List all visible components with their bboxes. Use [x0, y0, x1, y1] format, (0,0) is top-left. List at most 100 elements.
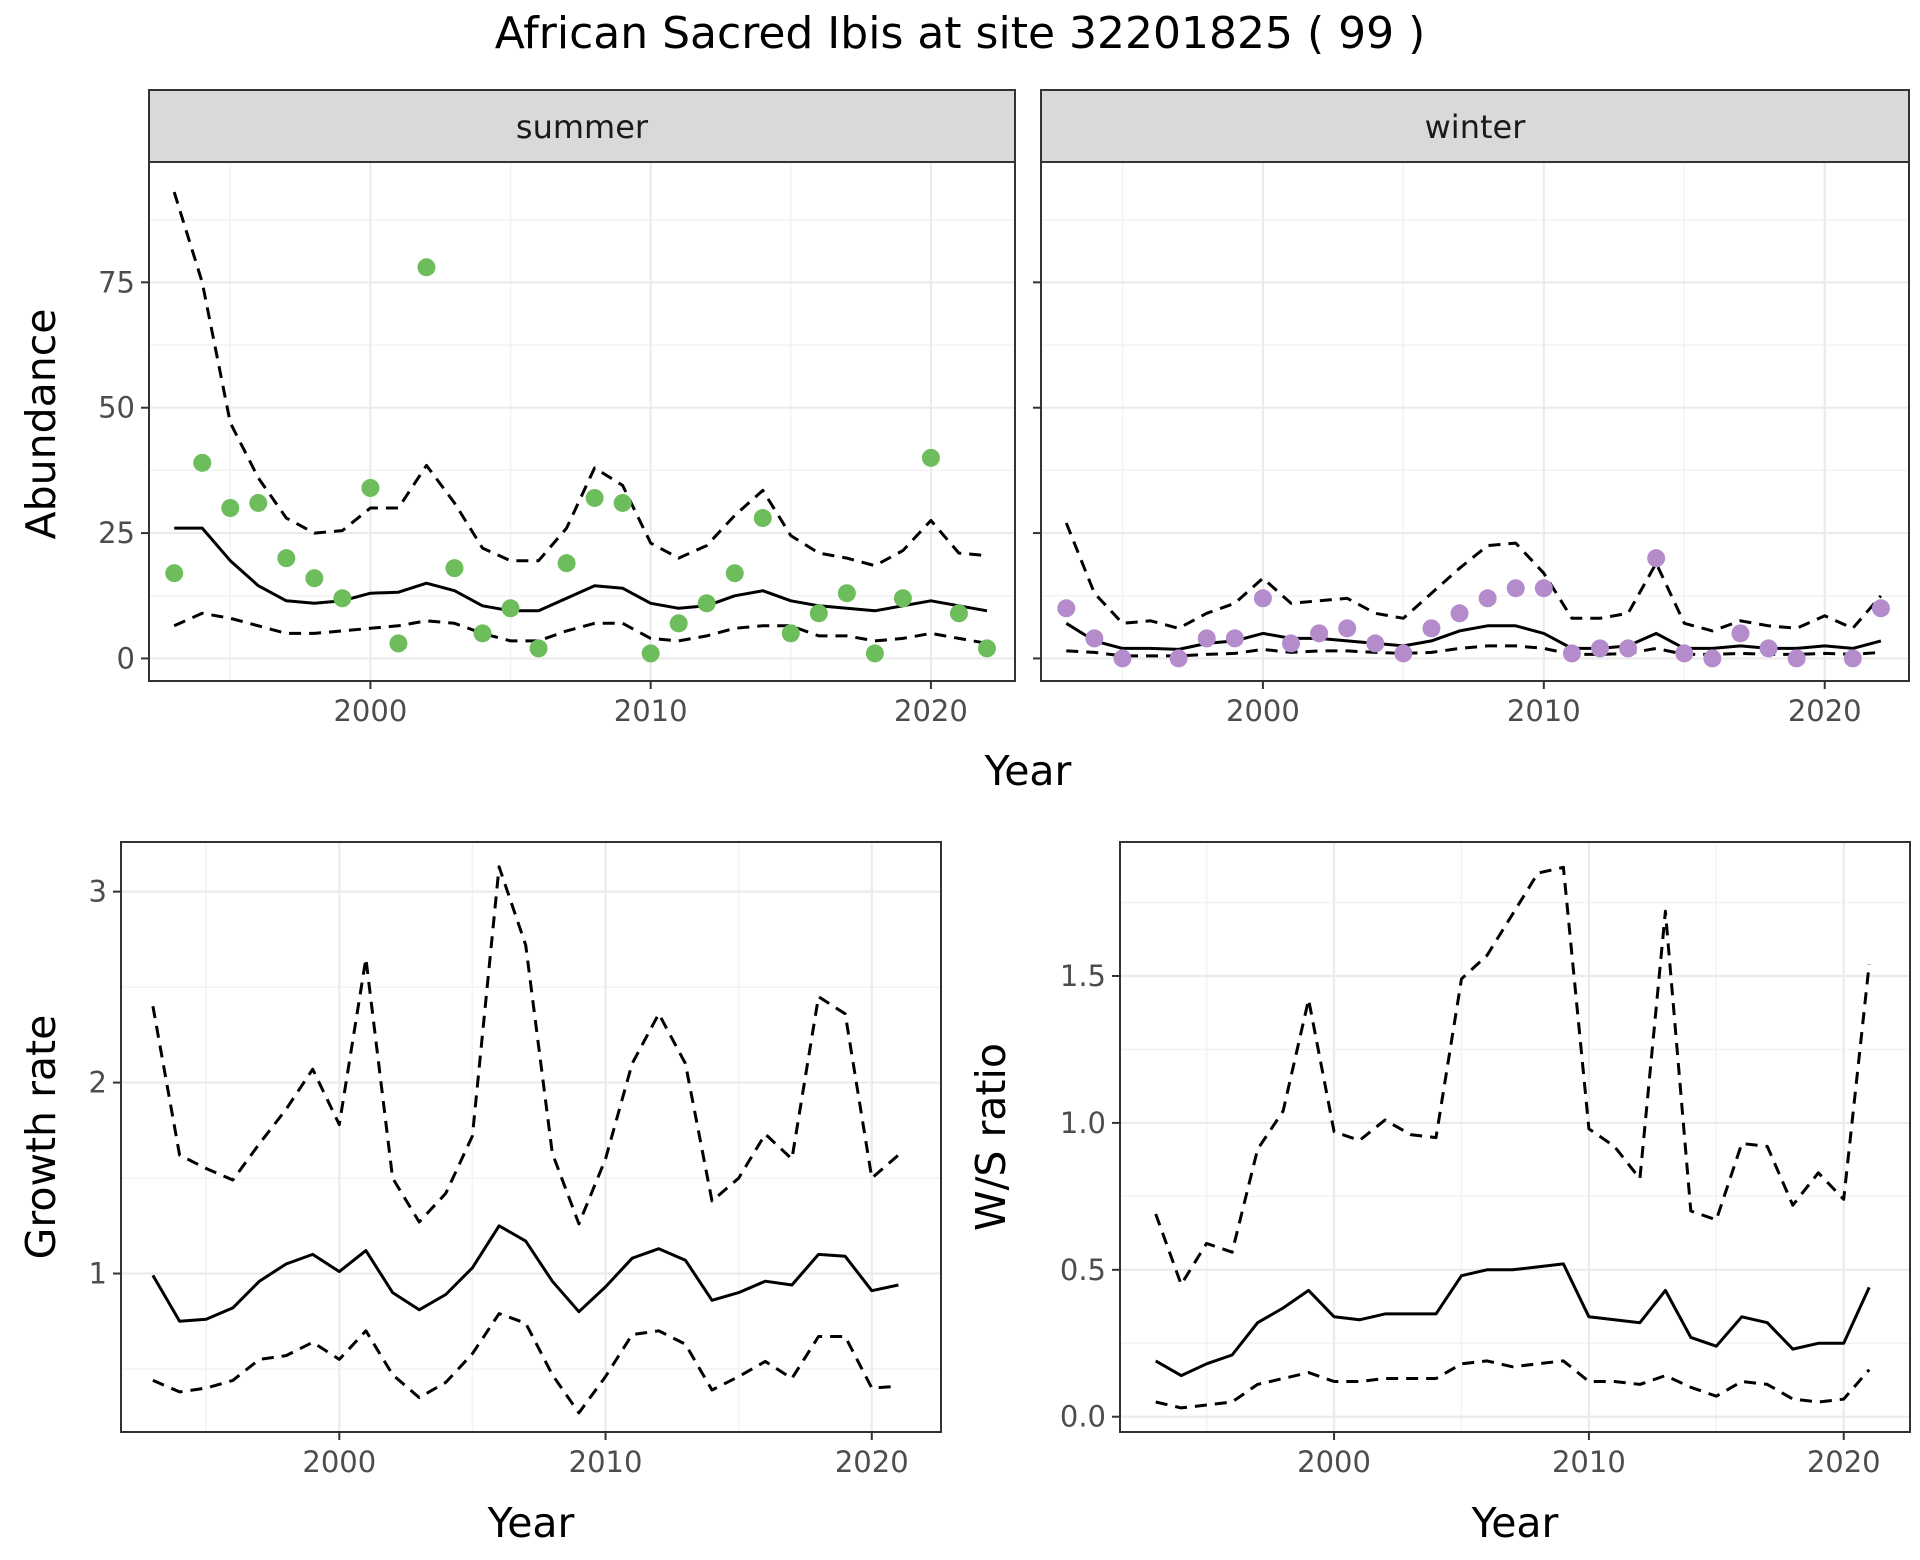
ws-series-1	[1154, 865, 1871, 1286]
winter-strip	[1040, 89, 1910, 163]
winter-point	[1422, 619, 1441, 638]
winter-mean-line	[1065, 622, 1882, 651]
growth-panel-border	[120, 841, 942, 1433]
winter-point	[1085, 629, 1104, 648]
summer-point	[333, 589, 352, 608]
winter-axes: 2000 2010 2020	[1033, 281, 1862, 728]
y-tick-label: 0.5	[1060, 1253, 1106, 1287]
growth-y-axis-title: Growth rate	[17, 1015, 65, 1260]
winter-point	[1675, 644, 1694, 663]
summer-point	[585, 488, 604, 507]
winter-marks	[1057, 522, 1890, 668]
winter-point	[1113, 649, 1132, 668]
winter-point	[1478, 589, 1497, 608]
ws-x-axis-title: Year	[1471, 1499, 1559, 1547]
summer-point	[809, 604, 828, 623]
winter-point	[1619, 639, 1638, 658]
summer-point	[949, 604, 968, 623]
winter-point	[1253, 589, 1272, 608]
winter-point	[1731, 624, 1750, 643]
winter-point	[1534, 579, 1553, 598]
x-tick-label: 2000	[1226, 694, 1300, 728]
ws-y-axis-title: W/S ratio	[967, 1043, 1015, 1231]
summer-point	[613, 493, 632, 512]
summer-strip	[148, 89, 1016, 163]
ws-series-2	[1155, 1359, 1871, 1410]
summer-point	[165, 564, 184, 583]
x-tick-label: 2000	[333, 694, 407, 728]
summer-point	[669, 614, 688, 633]
y-tick-label: 1	[89, 1257, 107, 1291]
summer-point	[249, 493, 268, 512]
winter-point	[1843, 649, 1862, 668]
winter-point	[1338, 619, 1357, 638]
winter-point	[1591, 639, 1610, 658]
winter-point	[1197, 629, 1216, 648]
x-tick-label: 2020	[1807, 1445, 1881, 1479]
growth-axes: 2000 2010 2020 1 2 3	[89, 875, 909, 1479]
summer-point	[865, 644, 884, 663]
winter-point	[1450, 604, 1469, 623]
winter-point	[1169, 649, 1188, 668]
winter-lower-line	[1066, 644, 1882, 658]
summer-strip-label: summer	[516, 108, 649, 146]
y-tick-label: 3	[89, 875, 107, 909]
winter-point	[1703, 649, 1722, 668]
summer-upper-line	[172, 191, 988, 568]
winter-point	[1057, 599, 1076, 618]
summer-point	[417, 258, 436, 277]
summer-point	[837, 584, 856, 603]
summer-point	[753, 509, 772, 528]
winter-point	[1310, 624, 1329, 643]
summer-panel-border	[148, 161, 1016, 682]
summer-point	[921, 448, 940, 467]
x-tick-label: 2020	[1788, 694, 1862, 728]
growth-series-0	[151, 1224, 899, 1323]
growth-x-axis-title: Year	[487, 1499, 575, 1547]
summer-point	[277, 549, 296, 568]
ws-series-0	[1154, 1262, 1871, 1378]
x-tick-label: 2010	[614, 694, 688, 728]
summer-marks	[165, 191, 996, 663]
y-tick-label: 75	[98, 265, 135, 299]
winter-strip-label: winter	[1425, 108, 1527, 146]
winter-grid	[1041, 162, 1909, 681]
x-tick-label: 2010	[1552, 1445, 1626, 1479]
x-tick-label: 2000	[302, 1445, 376, 1479]
winter-panel-border	[1040, 161, 1910, 682]
y-tick-label: 0	[117, 641, 135, 675]
winter-point	[1225, 629, 1244, 648]
abundance-x-axis-title: Year	[984, 747, 1072, 795]
ws-marks	[1154, 865, 1871, 1410]
y-tick-label: 50	[98, 391, 135, 425]
y-tick-label: 2	[89, 1066, 107, 1100]
summer-mean-line	[174, 526, 988, 613]
winter-point	[1506, 579, 1525, 598]
summer-point	[781, 624, 800, 643]
summer-point	[557, 554, 576, 573]
y-tick-label: 25	[98, 516, 135, 550]
x-tick-label: 2010	[569, 1445, 643, 1479]
summer-grid	[149, 162, 1015, 681]
x-tick-label: 2010	[1507, 694, 1581, 728]
summer-point	[893, 589, 912, 608]
summer-point	[361, 478, 380, 497]
winter-point	[1759, 639, 1778, 658]
ws-grid	[1120, 842, 1910, 1432]
ws-panel-border	[1119, 841, 1911, 1433]
summer-point	[445, 559, 464, 578]
summer-lower-line	[173, 611, 988, 645]
x-tick-label: 2020	[894, 694, 968, 728]
y-tick-label: 0.0	[1060, 1400, 1106, 1434]
summer-point	[977, 639, 996, 658]
winter-point	[1871, 599, 1890, 618]
winter-point	[1647, 549, 1666, 568]
winter-point	[1394, 644, 1413, 663]
ws-axes: 2000 2010 2020 0.0 0.5 1.0 1.5	[1060, 959, 1881, 1479]
growth-rate-panel: 2000 2010 2020 1 2 3	[89, 841, 942, 1479]
summer-point	[725, 564, 744, 583]
growth-grid	[121, 842, 941, 1432]
ws-ratio-panel: 2000 2010 2020 0.0 0.5 1.0 1.5	[1060, 841, 1911, 1479]
abundance-winter-panel: winter 2000 2010 2020	[1033, 89, 1910, 728]
